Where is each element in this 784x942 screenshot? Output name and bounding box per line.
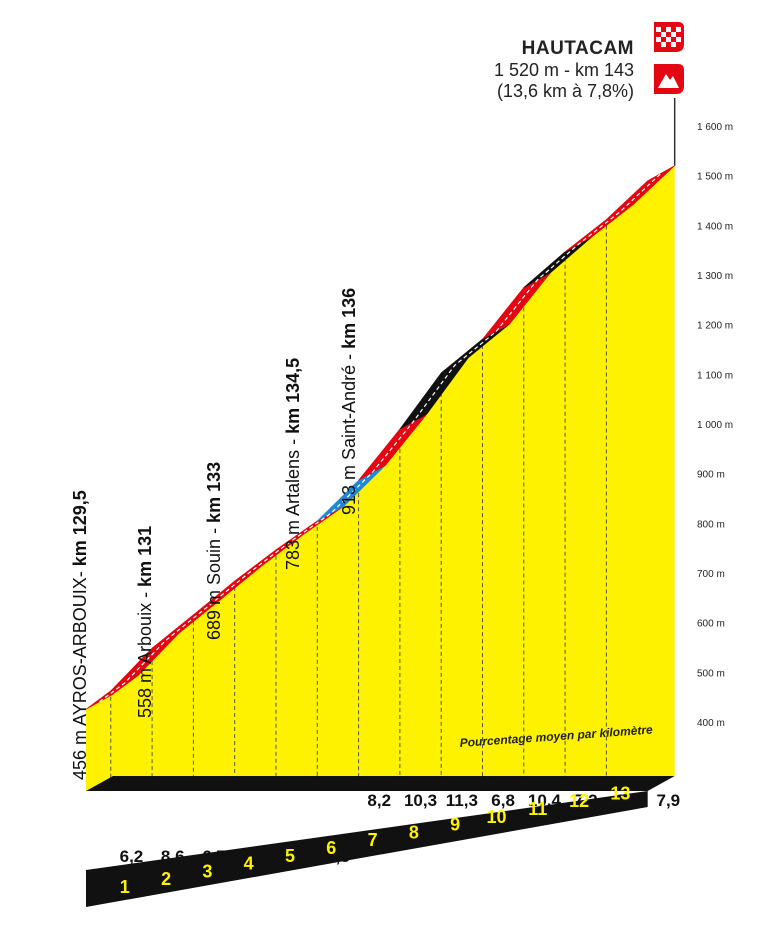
pct-label: 6,5	[615, 791, 639, 810]
y-tick-label: 700 m	[697, 569, 725, 580]
mountain-category-icon	[654, 64, 684, 94]
summit-name: HAUTACAM	[521, 38, 634, 59]
waypoint-km: km 134,5	[283, 358, 303, 434]
km-marker: 7	[368, 830, 378, 850]
check-square	[656, 27, 661, 32]
km-marker: 5	[285, 846, 295, 866]
waypoint-alt: 558 m Arbouix -	[135, 587, 155, 718]
pct-label: 7,2	[574, 791, 598, 810]
profile-fill-layer	[86, 165, 675, 792]
check-square	[661, 42, 666, 47]
check-square	[671, 42, 676, 47]
pct-label: 10,3	[404, 791, 437, 810]
y-tick-label: 1 600 m	[697, 122, 733, 133]
km-marker: 13	[610, 783, 630, 803]
check-square	[676, 37, 681, 42]
check-square	[666, 37, 671, 42]
waypoint-km: km 133	[204, 462, 224, 523]
summit-elevation: 1 520 m - km 143	[493, 60, 634, 80]
km-drop-lines	[110, 98, 676, 791]
check-square	[666, 27, 671, 32]
check-square	[671, 32, 676, 37]
km-marker: 1	[120, 877, 130, 897]
pct-label: 6,3	[285, 847, 309, 866]
km-marker: 10	[486, 807, 506, 827]
waypoint-label: 456 m AYROS-ARBOUIX- km 129,5	[70, 490, 90, 780]
km-marker: 9	[450, 815, 460, 835]
km-marker: 2	[161, 869, 171, 889]
check-square	[661, 32, 666, 37]
summit-climb-stats: (13,6 km à 7,8%)	[496, 81, 634, 101]
check-square	[676, 27, 681, 32]
check-square	[656, 37, 661, 42]
waypoint-label: 913 m Saint-André - km 136	[339, 288, 359, 515]
summit-info: HAUTACAM 1 520 m - km 143 (13,6 km à 7,8…	[494, 38, 634, 102]
waypoint-labels: 456 m AYROS-ARBOUIX- km 129,5 558 m Arbou…	[70, 288, 359, 780]
waypoint-alt: 913 m Saint-André -	[339, 349, 359, 515]
waypoint-alt: 783 m Artalens -	[283, 434, 303, 570]
y-tick-label: 1 200 m	[697, 321, 733, 332]
base-top-strip	[86, 776, 675, 791]
y-tick-label: 500 m	[697, 668, 725, 679]
y-tick-label: 1 400 m	[697, 221, 733, 232]
pct-label: 7,9	[657, 791, 681, 810]
km-marker: 6	[326, 838, 336, 858]
waypoint-label: 783 m Artalens - km 134,5	[283, 358, 303, 570]
y-tick-label: 1 500 m	[697, 172, 733, 183]
y-tick-label: 900 m	[697, 470, 725, 481]
percentage-labels: 6,2 8,6 6,7 6,8 6,3 5,8 8,2 10,3 11,3 6,8 10,4 7,2 6…	[120, 791, 681, 866]
y-tick-label: 1 100 m	[697, 370, 733, 381]
road-segments	[85, 165, 675, 710]
waypoint-alt: 689 m Souin -	[204, 523, 224, 640]
waypoint-label: 558 m Arbouix - km 131	[135, 526, 155, 718]
waypoint-km: km 131	[135, 526, 155, 587]
y-tick-label: 1 000 m	[697, 420, 733, 431]
pct-label: 6,8	[244, 847, 268, 866]
y-tick-label: 400 m	[697, 718, 725, 729]
y-axis: 400 m 500 m 600 m 700 m 800 m 900 m 1 000 m 1 1…	[697, 122, 733, 729]
profile-base	[86, 776, 675, 907]
waypoint-km: km 129,5	[70, 490, 90, 566]
pct-label: 6,2	[120, 847, 144, 866]
waypoint-km: km 136	[339, 288, 359, 349]
road-segment	[606, 165, 675, 220]
pct-label: 6,7	[202, 847, 226, 866]
pct-label: 8,2	[367, 791, 391, 810]
km-marker: 3	[202, 861, 212, 881]
pct-label: 6,8	[491, 791, 515, 810]
pct-label: 8,6	[161, 847, 185, 866]
y-tick-label: 800 m	[697, 519, 725, 530]
km-markers: 1 2 3 4 5 6 7 8 9 10 11 12 13	[120, 783, 631, 897]
checkered-flag-icon	[654, 22, 684, 52]
waypoint-label: 689 m Souin - km 133	[204, 462, 224, 640]
km-marker: 4	[244, 854, 254, 874]
km-marker: 8	[409, 822, 419, 842]
km-marker: 12	[569, 791, 589, 811]
y-tick-label: 600 m	[697, 619, 725, 630]
road-centre-line	[99, 172, 662, 703]
pct-label: 11,3	[446, 791, 478, 810]
pct-label: 10,4	[528, 791, 562, 810]
pct-label: 5,8	[326, 847, 350, 866]
y-tick-label: 1 300 m	[697, 271, 733, 282]
profile-lower-area	[86, 180, 648, 792]
base-front-strip	[86, 791, 648, 907]
waypoint-alt: 456 m AYROS-ARBOUIX-	[70, 566, 90, 780]
km-marker: 11	[528, 799, 547, 819]
